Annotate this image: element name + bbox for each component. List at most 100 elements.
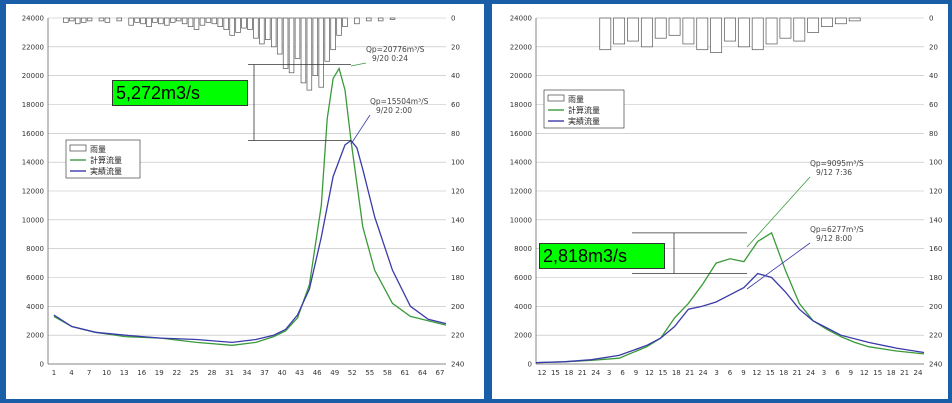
y-tick-label: 0 xyxy=(40,361,44,369)
rainfall-bar xyxy=(312,17,319,77)
peak-time-label: 9/12 8:00 xyxy=(816,234,852,243)
y2-tick-label: 20 xyxy=(929,43,938,51)
x-tick-label: 25 xyxy=(190,369,199,377)
rainfall-bar xyxy=(330,17,336,51)
legend-entry: 実績流量 xyxy=(90,166,122,176)
rainfall-bar xyxy=(834,17,847,25)
legend-entry: 雨量 xyxy=(90,145,106,154)
y-tick-label: 18000 xyxy=(22,101,44,109)
rainfall-bar xyxy=(229,17,235,36)
rainfall-bar xyxy=(640,17,653,48)
y-tick-label: 8000 xyxy=(26,245,44,253)
rainfall-bar xyxy=(187,17,194,27)
y2-tick-label: 200 xyxy=(929,303,942,311)
peak-time-label: 9/20 2:00 xyxy=(376,106,412,115)
y2-tick-label: 120 xyxy=(929,188,942,196)
x-tick-label: 15 xyxy=(873,369,882,377)
y2-tick-label: 220 xyxy=(451,332,464,340)
y-tick-label: 20000 xyxy=(510,72,532,80)
legend-entry: 計算流量 xyxy=(568,105,600,115)
rainfall-bar xyxy=(389,17,396,20)
legend-entry: 計算流量 xyxy=(90,155,122,165)
rainfall-bar xyxy=(247,17,253,30)
y-tick-label: 8000 xyxy=(514,245,532,253)
x-tick-label: 3 xyxy=(714,369,718,377)
y2-tick-label: 140 xyxy=(929,216,942,224)
x-tick-label: 55 xyxy=(365,369,374,377)
x-tick-label: 12 xyxy=(860,369,869,377)
x-tick-label: 18 xyxy=(779,369,788,377)
x-tick-label: 24 xyxy=(806,369,815,377)
rainfall-bar xyxy=(152,17,158,23)
y2-tick-label: 160 xyxy=(451,245,464,253)
rainfall-bar xyxy=(140,17,146,25)
rainfall-bar xyxy=(265,17,271,40)
x-tick-label: 18 xyxy=(887,369,896,377)
x-tick-label: 24 xyxy=(591,369,600,377)
x-tick-label: 37 xyxy=(260,369,269,377)
x-tick-label: 6 xyxy=(620,369,625,377)
y2-tick-label: 180 xyxy=(451,274,464,282)
y-tick-label: 4000 xyxy=(26,303,44,311)
y-tick-label: 2000 xyxy=(514,332,532,340)
rainfall-bar xyxy=(354,17,360,25)
rainfall-bar xyxy=(235,17,241,33)
y2-tick-label: 60 xyxy=(451,101,460,109)
y2-tick-label: 0 xyxy=(451,15,455,23)
rainfall-bar xyxy=(336,17,342,36)
y2-tick-label: 40 xyxy=(451,72,460,80)
x-tick-label: 15 xyxy=(658,369,667,377)
rainfall-bar xyxy=(158,17,164,25)
y-tick-label: 12000 xyxy=(22,188,44,196)
rainfall-bar xyxy=(654,17,667,39)
x-tick-label: 15 xyxy=(551,369,560,377)
x-tick-label: 13 xyxy=(120,369,129,377)
peak-leader-line xyxy=(746,176,811,248)
x-tick-label: 12 xyxy=(645,369,654,377)
x-tick-label: 31 xyxy=(225,369,234,377)
rainfall-bar xyxy=(324,17,330,62)
x-tick-label: 28 xyxy=(207,369,216,377)
rainfall-bar xyxy=(164,17,170,26)
y2-tick-label: 240 xyxy=(929,361,942,369)
x-tick-label: 10 xyxy=(102,369,111,377)
y2-tick-label: 100 xyxy=(451,159,464,167)
rainfall-bar xyxy=(199,17,206,26)
y-tick-label: 22000 xyxy=(510,43,532,51)
rainfall-bar xyxy=(170,17,176,23)
rainfall-bar xyxy=(627,17,639,42)
x-tick-label: 52 xyxy=(348,369,357,377)
y-tick-label: 6000 xyxy=(26,274,44,282)
peak-leader-line xyxy=(350,114,371,145)
peak-leader-line xyxy=(746,242,811,290)
rainfall-bar xyxy=(737,17,750,48)
rainfall-bar xyxy=(134,17,140,23)
rainfall-bar xyxy=(765,17,778,45)
y-tick-label: 0 xyxy=(528,361,532,369)
y2-tick-label: 40 xyxy=(929,72,938,80)
y-tick-label: 16000 xyxy=(510,130,532,138)
y-tick-label: 14000 xyxy=(22,159,44,167)
rainfall-bar xyxy=(807,17,820,33)
y-tick-label: 10000 xyxy=(510,216,532,224)
x-tick-label: 16 xyxy=(137,369,146,377)
y2-tick-label: 60 xyxy=(929,101,938,109)
y2-tick-label: 80 xyxy=(929,130,938,138)
peak-label: Qp=9095m³/S xyxy=(810,159,864,168)
y-tick-label: 12000 xyxy=(510,188,532,196)
x-tick-label: 21 xyxy=(900,369,909,377)
y-tick-label: 24000 xyxy=(510,15,532,23)
rainfall-bar xyxy=(793,17,806,42)
rainfall-bar xyxy=(205,17,212,23)
x-tick-label: 49 xyxy=(330,369,339,377)
hydrograph-right: 0200040006000800010000120001400016000180… xyxy=(510,15,943,378)
y-tick-label: 4000 xyxy=(514,303,532,311)
y2-tick-label: 240 xyxy=(451,361,464,369)
rainfall-bar xyxy=(710,17,723,53)
x-tick-label: 12 xyxy=(538,369,547,377)
x-tick-label: 24 xyxy=(699,369,708,377)
rainfall-bar xyxy=(217,17,223,27)
x-tick-label: 34 xyxy=(243,369,252,377)
rainfall-bar xyxy=(86,17,93,22)
rainfall-bar xyxy=(63,17,69,23)
